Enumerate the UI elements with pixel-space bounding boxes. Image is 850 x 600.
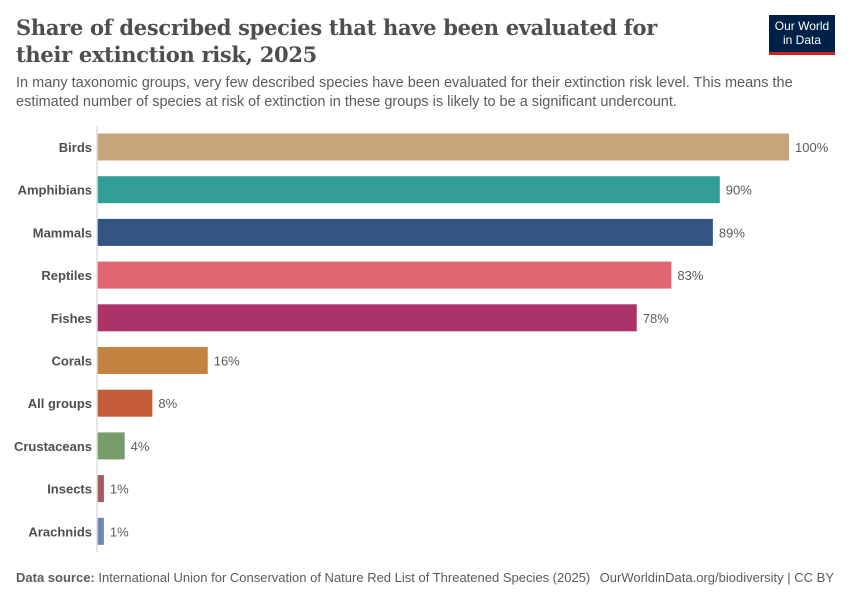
bar-crustaceans[interactable]	[97, 432, 125, 460]
bar-amphibians[interactable]	[97, 176, 720, 204]
category-label: Fishes	[51, 311, 92, 326]
category-label: All groups	[28, 396, 92, 411]
value-label: 16%	[214, 354, 240, 369]
category-label: Amphibians	[18, 183, 92, 198]
category-label: Birds	[59, 140, 92, 155]
value-label: 90%	[726, 183, 752, 198]
value-label: 83%	[677, 268, 703, 283]
value-label: 4%	[131, 439, 150, 454]
category-label: Reptiles	[41, 268, 92, 283]
value-label: 89%	[719, 225, 745, 240]
category-label: Mammals	[33, 225, 92, 240]
value-label: 1%	[110, 482, 129, 497]
owid-logo[interactable]: Our World in Data	[769, 15, 835, 55]
bar-fishes[interactable]	[97, 304, 637, 332]
credit-link[interactable]: OurWorldinData.org/biodiversity | CC BY	[599, 570, 834, 585]
bar-birds[interactable]	[97, 133, 789, 161]
bar-mammals[interactable]	[97, 218, 713, 246]
category-label: Insects	[47, 482, 92, 497]
category-label: Arachnids	[28, 524, 92, 539]
bar-corals[interactable]	[97, 347, 208, 374]
value-label: 100%	[795, 140, 829, 155]
category-label: Corals	[52, 354, 92, 369]
bar-reptiles[interactable]	[97, 261, 672, 289]
data-source-text[interactable]: International Union for Conservation of …	[98, 570, 591, 585]
bar-insects[interactable]	[97, 475, 104, 503]
data-source: Data source: International Union for Con…	[16, 570, 590, 585]
category-label: Crustaceans	[14, 439, 92, 454]
chart-subtitle: In many taxonomic groups, very few descr…	[16, 75, 793, 110]
bar-arachnids[interactable]	[97, 517, 104, 545]
chart-title: Share of described species that have bee…	[16, 15, 657, 67]
value-label: 78%	[643, 311, 669, 326]
value-label: 1%	[110, 524, 129, 539]
data-source-label: Data source:	[16, 570, 95, 585]
value-label: 8%	[158, 396, 177, 411]
bar-all-groups[interactable]	[97, 389, 153, 417]
